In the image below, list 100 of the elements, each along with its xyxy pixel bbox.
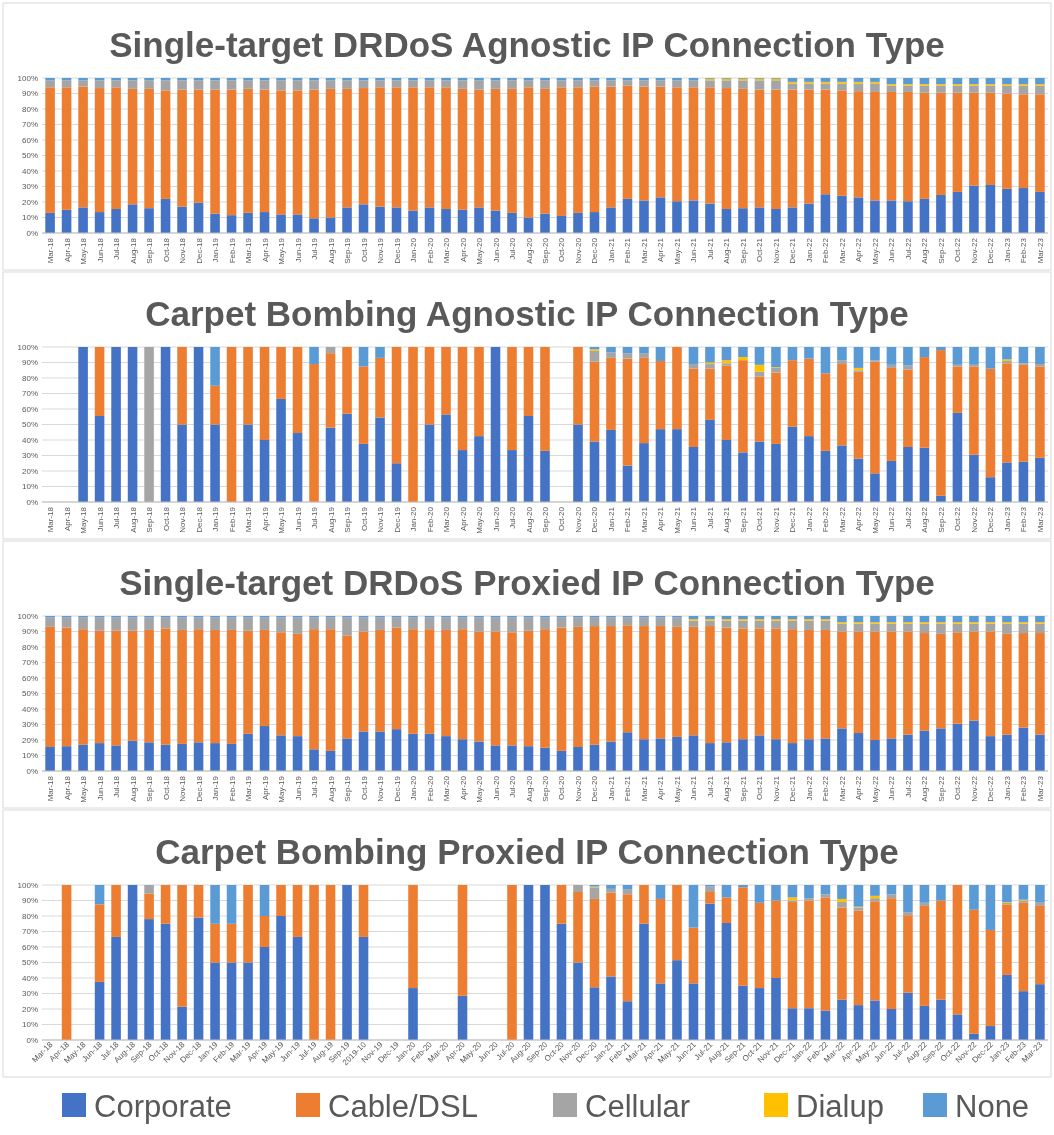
x-tick-label: Jun-21 <box>689 506 699 532</box>
x-tick-label: Sep-19 <box>343 237 353 264</box>
x-tick-label: Mar-22 <box>837 237 847 264</box>
y-tick-label: 20% <box>21 466 38 476</box>
x-tick-label: Nov-22 <box>969 506 979 533</box>
y-tick-label: 50% <box>21 420 38 430</box>
x-tick-label: Aug-18 <box>128 506 138 533</box>
x-tick-label: May-18 <box>79 506 89 534</box>
x-tick-label: Jul-18 <box>112 237 122 260</box>
x-tick-label: Mar-18 <box>46 506 56 533</box>
x-tick-label: Nov-19 <box>376 506 386 533</box>
y-tick-label: 60% <box>21 673 38 683</box>
x-tick-label: Dec-20 <box>590 506 600 533</box>
x-tick-label: Dec-18 <box>194 506 204 533</box>
y-tick-label: 10% <box>21 751 38 761</box>
x-tick-label: May-21 <box>672 237 682 265</box>
x-tick-label: Sep-18 <box>145 775 155 802</box>
x-tick-label: Jun-21 <box>689 775 699 801</box>
x-tick-label: Nov-21 <box>771 237 781 264</box>
x-tick-label: Sep-20 <box>541 506 550 533</box>
y-tick-label: 0% <box>26 497 38 507</box>
x-tick-label: Oct-19 <box>359 775 369 801</box>
x-tick-label: Jun-22 <box>887 237 897 263</box>
x-tick-label: Jul-20 <box>508 506 518 529</box>
x-tick-label: Jun-18 <box>95 506 105 532</box>
x-tick-label: Jul-22 <box>903 506 913 529</box>
x-tick-label: Dec-20 <box>590 237 600 264</box>
x-tick-label: Aug-20 <box>524 775 534 802</box>
x-tick-label: Feb-22 <box>821 237 831 264</box>
x-tick-label: Dec-19 <box>392 506 402 533</box>
y-tick-label: 80% <box>21 642 38 652</box>
x-tick-label: Feb-20 <box>425 775 435 802</box>
x-tick-label: Dec-22 <box>986 775 996 802</box>
x-tick-label: Jun-19 <box>293 775 303 801</box>
x-tick-label: Aug-19 <box>326 237 336 264</box>
x-tick-label: Jan-19 <box>211 237 221 263</box>
x-tick-label: Oct-19 <box>359 237 369 263</box>
y-tick-label: 100% <box>17 342 38 352</box>
x-tick-label: Apr-18 <box>62 506 72 532</box>
x-tick-label: Apr-22 <box>854 237 864 263</box>
x-tick-label: Nov-19 <box>376 237 386 264</box>
x-tick-label: Jan-21 <box>606 506 616 532</box>
x-tick-label: Mar-22 <box>837 775 847 802</box>
x-tick-label: Feb-22 <box>821 506 831 533</box>
x-tick-label: Apr-18 <box>62 237 72 263</box>
y-tick-label: 90% <box>21 358 38 368</box>
x-tick-label: Feb-19 <box>227 237 237 264</box>
x-tick-label: Jan-22 <box>804 237 814 263</box>
x-tick-label: Dec-19 <box>392 775 402 802</box>
x-tick-label: Jun-21 <box>689 237 699 263</box>
x-tick-label: Apr-19 <box>260 237 270 263</box>
x-tick-label: Nov-20 <box>573 237 583 264</box>
y-tick-label: 40% <box>21 166 38 176</box>
legend-label: Cable/DSL <box>328 1088 478 1124</box>
x-tick-label: Mar-22 <box>837 506 847 533</box>
x-tick-label: Sep-22 <box>936 506 946 533</box>
x-tick-label: Apr-21 <box>656 237 666 263</box>
x-tick-label: Oct-22 <box>953 506 963 532</box>
chart-title: Single-target DRDoS Agnostic IP Connection Type <box>109 25 945 64</box>
x-tick-label: Feb-23 <box>1019 775 1029 802</box>
x-tick-label: Feb-22 <box>821 775 831 802</box>
x-tick-label: May-18 <box>79 237 89 265</box>
x-tick-label: Jul-22 <box>903 775 913 798</box>
y-tick-label: 90% <box>21 89 38 99</box>
x-tick-label: May-20 <box>475 506 485 534</box>
y-tick-label: 70% <box>21 389 38 399</box>
x-tick-label: Jan-23 <box>1002 775 1012 801</box>
x-tick-label: Feb-21 <box>623 237 633 264</box>
x-tick-label: Aug-22 <box>920 775 930 802</box>
x-tick-label: Mar-19 <box>244 237 254 264</box>
x-tick-label: Dec-22 <box>986 237 996 264</box>
y-tick-label: 40% <box>21 973 38 983</box>
x-tick-label: Oct-20 <box>557 506 567 532</box>
y-tick-label: 30% <box>21 451 38 461</box>
x-tick-label: Nov-20 <box>573 506 583 533</box>
x-tick-label: Jan-23 <box>1002 237 1012 263</box>
y-tick-label: 70% <box>21 658 38 668</box>
x-tick-label: Mar-21 <box>639 775 649 802</box>
y-tick-label: 70% <box>21 120 38 130</box>
x-tick-label: May-22 <box>870 237 880 265</box>
x-tick-label: Jan-21 <box>606 775 616 801</box>
x-tick-label: Apr-20 <box>458 237 468 263</box>
x-tick-label: Feb-21 <box>623 775 633 802</box>
x-tick-label: Jun-22 <box>887 506 897 532</box>
y-tick-label: 60% <box>21 942 38 952</box>
x-tick-label: Aug-21 <box>722 506 732 533</box>
x-tick-label: Jul-19 <box>310 506 320 529</box>
x-tick-label: Nov-22 <box>969 237 979 264</box>
x-tick-label: Jul-18 <box>112 506 122 529</box>
y-tick-label: 20% <box>21 735 38 745</box>
x-tick-label: Feb-20 <box>425 506 435 533</box>
x-tick-label: Mar-23 <box>1035 775 1045 802</box>
x-tick-label: May-22 <box>870 506 880 534</box>
x-tick-label: Feb-23 <box>1019 237 1029 264</box>
x-tick-label: Aug-18 <box>128 775 138 802</box>
x-tick-label: Feb-19 <box>227 506 237 533</box>
x-tick-label: Apr-20 <box>458 506 468 532</box>
y-tick-label: 100% <box>17 611 38 621</box>
x-tick-label: Nov-22 <box>969 775 979 802</box>
x-tick-label: Aug-19 <box>326 506 336 533</box>
